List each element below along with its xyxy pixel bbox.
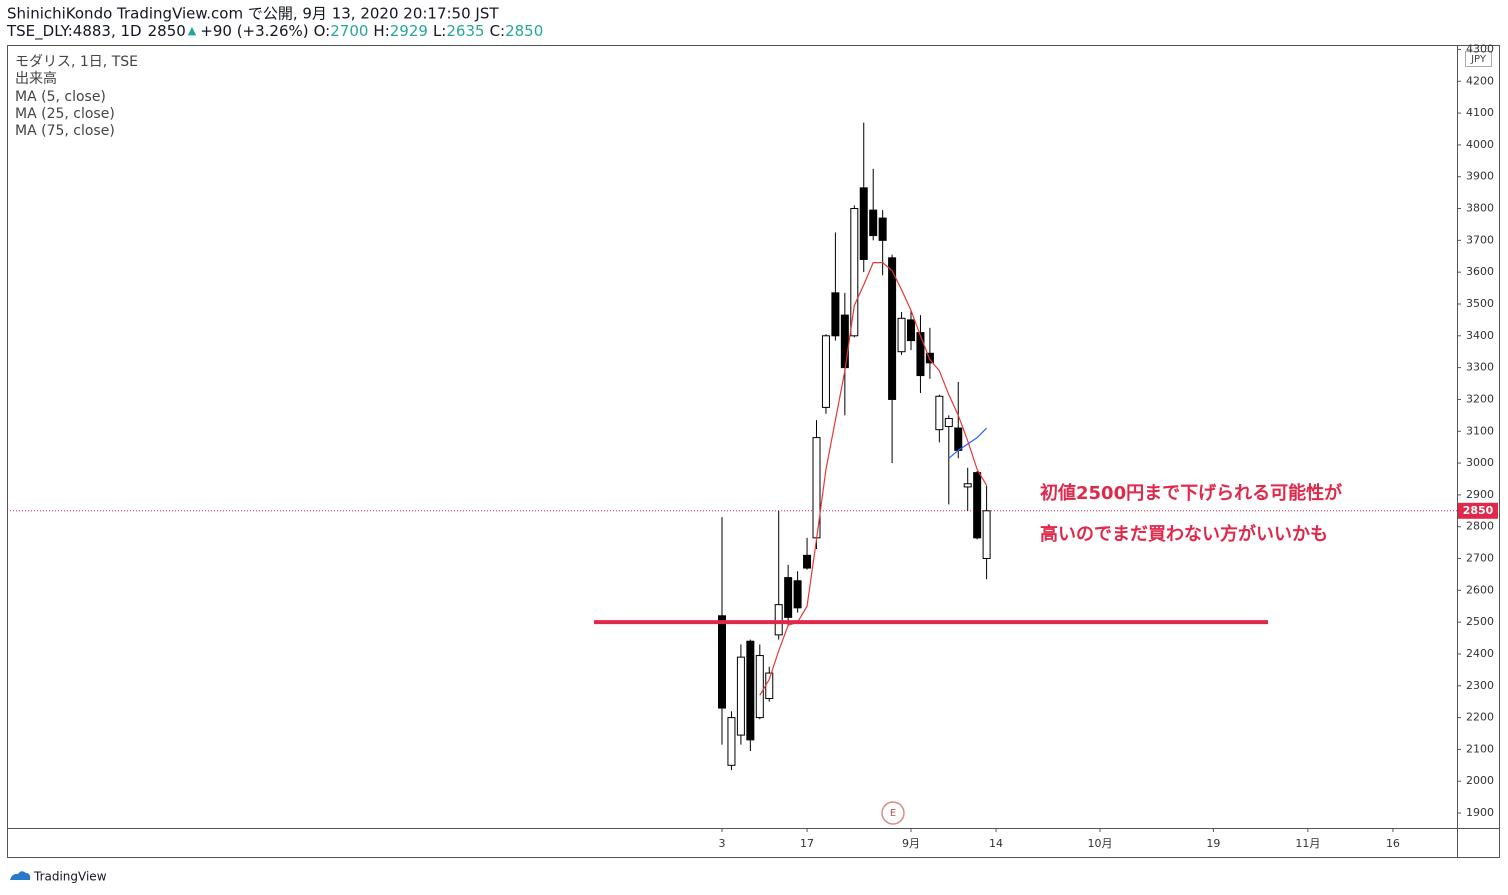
chart-title: モダリス, 1日, TSE (15, 54, 138, 70)
candle-body (935, 395, 944, 431)
candle-body (982, 510, 991, 560)
candle-body (973, 472, 982, 539)
y-tick-label: 2200 (1466, 711, 1494, 724)
candle-body (793, 580, 802, 609)
y-tick-label: 2100 (1466, 742, 1494, 755)
y-tick-label: 2300 (1466, 679, 1494, 692)
y-tick-label: 4300 (1466, 42, 1494, 55)
x-tick-label: 11月 (1295, 837, 1320, 850)
y-tick-label: 3900 (1466, 170, 1494, 183)
legend-item: MA (75, close) (15, 123, 115, 139)
legend-item: MA (5, close) (15, 89, 106, 105)
y-tick-label: 4200 (1466, 74, 1494, 87)
y-tick-label: 3600 (1466, 265, 1494, 278)
x-tick-label: 9月 (902, 837, 920, 850)
candle-body (916, 332, 925, 377)
x-tick-label: 10月 (1088, 837, 1113, 850)
legend-item: MA (25, close) (15, 106, 115, 122)
y-tick-label: 2800 (1466, 520, 1494, 533)
symbol: TSE_DLY:4883, 1D (6, 22, 142, 41)
candle-body (755, 655, 764, 719)
candle-body (774, 604, 783, 636)
candle-body (736, 656, 745, 736)
candle-body (888, 257, 897, 400)
low-label: L: (433, 22, 446, 40)
candle-body (831, 292, 840, 337)
candle-body (784, 577, 793, 618)
candle-body (878, 217, 887, 241)
candle-body (765, 672, 774, 700)
currency: JPY (1470, 54, 1487, 65)
y-tick-label: 3100 (1466, 424, 1494, 437)
last-price-tag-label: 2850 (1463, 504, 1494, 517)
y-tick-label: 2600 (1466, 583, 1494, 596)
ma-line (948, 427, 988, 459)
publisher: ShinichiKondo TradingView.com で公開, 9月 13… (7, 5, 499, 23)
y-tick-label: 2900 (1466, 488, 1494, 501)
up-arrow: ▲ (188, 24, 197, 37)
frame (7, 45, 1500, 858)
symbol-line: TSE_DLY:4883, 1D 2850 ▲ +90 (+3.26%) O:2700 H… (6, 22, 543, 41)
candle-body (746, 640, 755, 741)
candle-body (803, 554, 812, 569)
y-tick-label: 3800 (1466, 202, 1494, 215)
volume-legend: 出来高 (15, 70, 57, 87)
open-label: O: (314, 22, 331, 40)
last-price: 2850 (148, 22, 186, 40)
earnings-marker[interactable] (881, 801, 905, 825)
open-value: 2700 (330, 22, 368, 40)
candle-body (859, 187, 868, 260)
note-line: 初値2500円まで下げられる可能性が (1040, 482, 1342, 504)
y-tick-label: 2500 (1466, 615, 1494, 628)
y-tick-label: 4000 (1466, 138, 1494, 151)
candle-body (850, 208, 859, 337)
change: +90 (+3.26%) (200, 22, 308, 40)
earnings-label: E (890, 808, 896, 819)
x-tick-label: 3 (719, 837, 726, 850)
x-tick-label: 14 (989, 837, 1003, 850)
y-tick-label: 2400 (1466, 647, 1494, 660)
y-tick-label: 4100 (1466, 106, 1494, 119)
candle-body (954, 427, 963, 451)
ma-line (759, 262, 988, 696)
y-tick-label: 2000 (1466, 774, 1494, 787)
y-tick-label: 1900 (1466, 806, 1494, 819)
y-tick-label: 3200 (1466, 392, 1494, 405)
y-tick-label: 3500 (1466, 297, 1494, 310)
candle-body (718, 615, 726, 709)
candle-body (963, 483, 972, 488)
currency-box (1465, 51, 1492, 67)
y-tick-label: 2700 (1466, 552, 1494, 565)
last-price-tag (1458, 502, 1498, 519)
candle-body (727, 717, 736, 766)
note-line: 高いのでまだ買わない方がいいかも (1040, 523, 1328, 545)
candle-body (821, 335, 830, 408)
brand[interactable]: TradingView (33, 870, 107, 884)
x-tick-label: 19 (1206, 837, 1220, 850)
candle-body (944, 418, 953, 427)
logo-icon (10, 871, 31, 880)
close-value: 2850 (505, 22, 543, 40)
high-value: 2929 (390, 22, 428, 40)
y-tick-label: 3000 (1466, 456, 1494, 469)
y-tick-label: 3700 (1466, 233, 1494, 246)
candle-body (907, 319, 915, 342)
candle-body (840, 314, 849, 369)
candle-body (897, 317, 906, 353)
low-value: 2635 (446, 22, 484, 40)
x-tick-label: 16 (1386, 837, 1400, 850)
high-label: H: (373, 22, 389, 40)
candle-body (869, 209, 878, 237)
y-tick-label: 3300 (1466, 361, 1494, 374)
y-tick-label: 3400 (1466, 329, 1494, 342)
close-label: C: (490, 22, 506, 40)
x-tick-label: 17 (800, 837, 814, 850)
